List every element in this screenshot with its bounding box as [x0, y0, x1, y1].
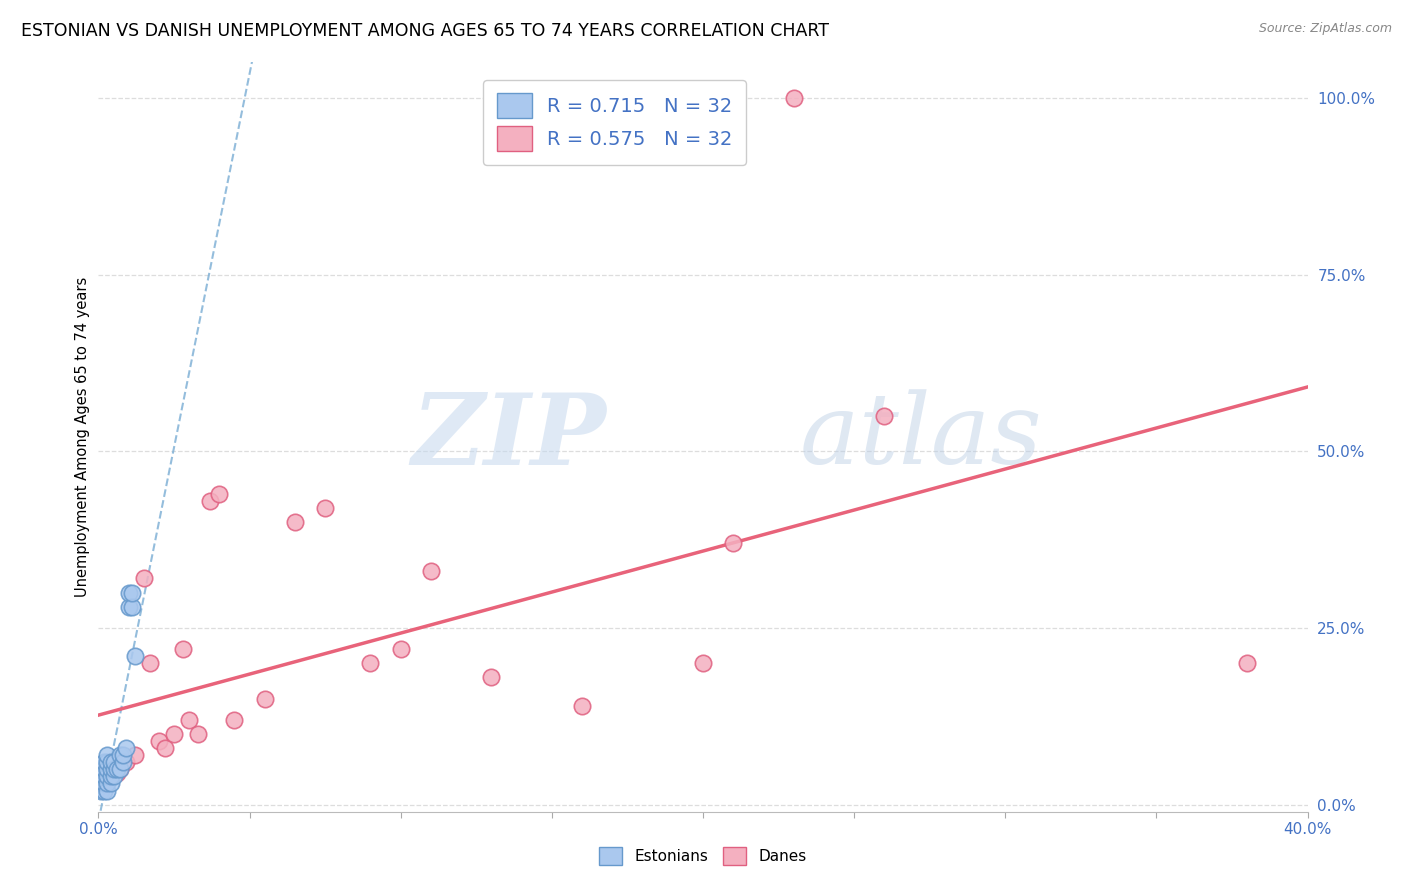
Point — [172, 642, 194, 657]
Point — [96, 748, 118, 763]
Point — [93, 756, 115, 770]
Point — [783, 91, 806, 105]
Point — [208, 486, 231, 500]
Legend: Estonians, Danes: Estonians, Danes — [593, 840, 813, 871]
Text: atlas: atlas — [800, 390, 1042, 484]
Point — [114, 741, 136, 756]
Point — [139, 657, 162, 671]
Point — [108, 762, 131, 776]
Point — [723, 536, 745, 550]
Point — [124, 649, 146, 664]
Point — [121, 599, 143, 614]
Point — [93, 776, 115, 790]
Point — [314, 500, 336, 515]
Point — [96, 783, 118, 797]
Point — [93, 762, 115, 776]
Point — [93, 769, 115, 783]
Point — [873, 409, 896, 423]
Text: ZIP: ZIP — [412, 389, 606, 485]
Point — [420, 565, 443, 579]
Point — [111, 748, 134, 763]
Y-axis label: Unemployment Among Ages 65 to 74 years: Unemployment Among Ages 65 to 74 years — [75, 277, 90, 598]
Point — [103, 756, 125, 770]
Point — [100, 769, 122, 783]
Point — [96, 776, 118, 790]
Point — [93, 783, 115, 797]
Point — [96, 756, 118, 770]
Point — [153, 741, 176, 756]
Point — [124, 748, 146, 763]
Point — [571, 698, 593, 713]
Point — [148, 734, 170, 748]
Point — [90, 776, 112, 790]
Point — [187, 727, 209, 741]
Point — [100, 756, 122, 770]
Point — [90, 776, 112, 790]
Point — [163, 727, 186, 741]
Point — [96, 762, 118, 776]
Point — [103, 762, 125, 776]
Point — [692, 657, 714, 671]
Point — [100, 776, 122, 790]
Point — [93, 776, 115, 790]
Point — [179, 713, 201, 727]
Point — [105, 765, 128, 780]
Point — [100, 762, 122, 776]
Point — [253, 691, 276, 706]
Point — [105, 762, 128, 776]
Point — [121, 585, 143, 599]
Point — [100, 769, 122, 783]
Point — [1236, 657, 1258, 671]
Point — [96, 769, 118, 783]
Point — [114, 756, 136, 770]
Point — [90, 769, 112, 783]
Point — [389, 642, 412, 657]
Point — [132, 571, 155, 585]
Text: ESTONIAN VS DANISH UNEMPLOYMENT AMONG AGES 65 TO 74 YEARS CORRELATION CHART: ESTONIAN VS DANISH UNEMPLOYMENT AMONG AG… — [21, 22, 830, 40]
Point — [108, 762, 131, 776]
Point — [224, 713, 246, 727]
Point — [118, 585, 141, 599]
Point — [103, 762, 125, 776]
Point — [200, 493, 222, 508]
Text: Source: ZipAtlas.com: Source: ZipAtlas.com — [1258, 22, 1392, 36]
Point — [96, 769, 118, 783]
Point — [284, 515, 307, 529]
Point — [360, 657, 382, 671]
Point — [481, 670, 503, 684]
Point — [111, 756, 134, 770]
Point — [90, 783, 112, 797]
Point — [108, 748, 131, 763]
Point — [118, 599, 141, 614]
Point — [103, 769, 125, 783]
